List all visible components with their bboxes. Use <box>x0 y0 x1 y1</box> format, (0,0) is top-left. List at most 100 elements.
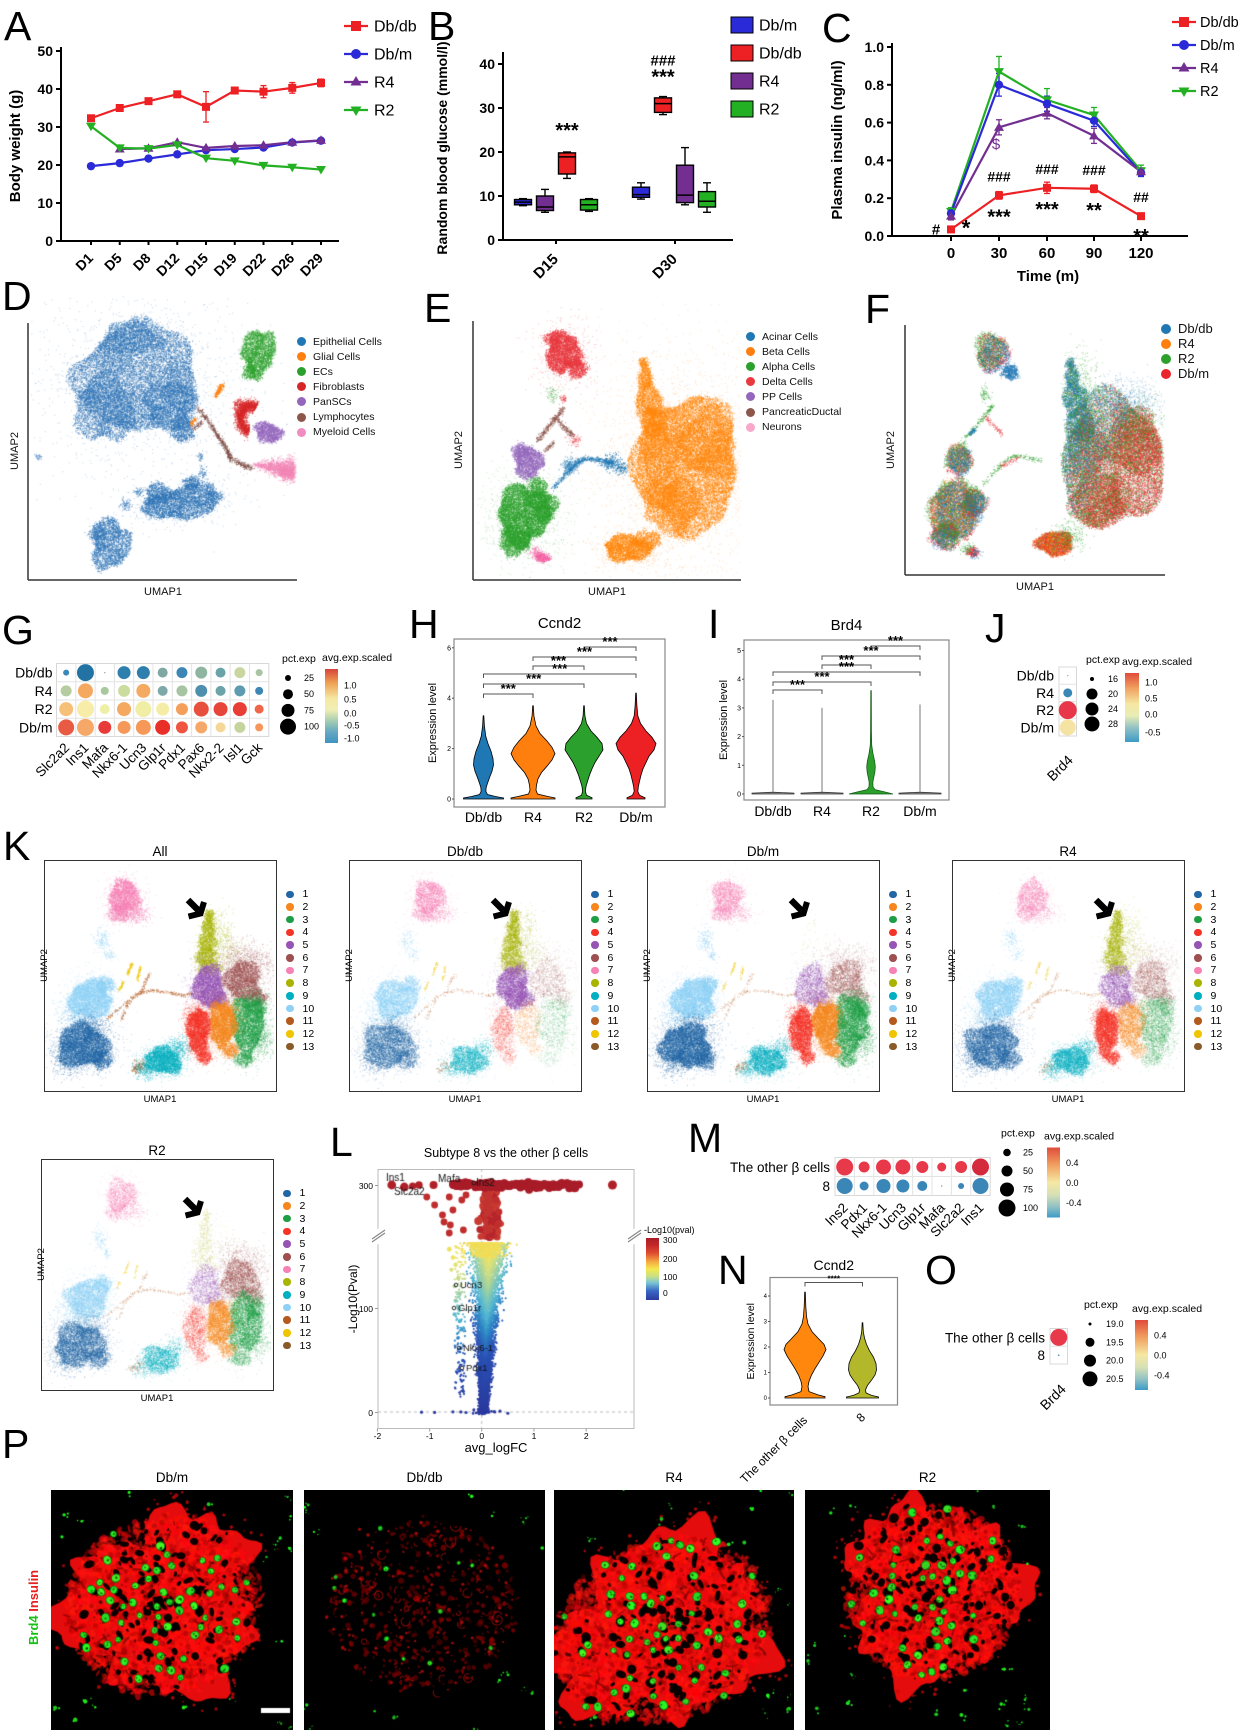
svg-text:0: 0 <box>479 1431 484 1441</box>
svg-text:***: *** <box>814 669 830 684</box>
svg-text:#: # <box>932 221 941 238</box>
svg-text:Db/db: Db/db <box>374 19 417 36</box>
svg-text:R4: R4 <box>759 74 780 91</box>
svg-text:R2: R2 <box>1036 702 1054 718</box>
svg-text:Db/m: Db/m <box>374 47 412 64</box>
svg-text:50: 50 <box>304 689 314 699</box>
svg-text:R4: R4 <box>1036 685 1054 701</box>
svg-text:0: 0 <box>947 245 955 262</box>
svg-text:5: 5 <box>737 648 741 655</box>
svg-text:3: 3 <box>737 705 741 712</box>
svg-text:90: 90 <box>1086 245 1103 262</box>
svg-text:Subtype 8 vs the other β cells: Subtype 8 vs the other β cells <box>424 1146 588 1160</box>
svg-text:R4: R4 <box>1200 61 1219 77</box>
svg-text:D30: D30 <box>649 251 680 282</box>
svg-text:##: ## <box>1133 189 1149 205</box>
svg-text:Db/db: Db/db <box>465 809 503 825</box>
svg-text:8: 8 <box>1037 1348 1045 1363</box>
svg-text:1.0: 1.0 <box>344 681 357 691</box>
svg-text:Db/m: Db/m <box>903 803 936 819</box>
svg-text:Brd4: Brd4 <box>831 617 863 634</box>
svg-text:25: 25 <box>304 673 314 683</box>
svg-text:Expression level: Expression level <box>745 1303 757 1379</box>
svg-text:***: *** <box>888 633 904 648</box>
svg-text:Db/db: Db/db <box>1200 15 1239 31</box>
svg-text:R2: R2 <box>374 103 395 120</box>
svg-text:28: 28 <box>1108 719 1118 729</box>
svg-text:100: 100 <box>359 1304 373 1314</box>
svg-text:pct.exp: pct.exp <box>1001 1128 1035 1140</box>
svg-text:0: 0 <box>737 792 741 799</box>
svg-text:***: *** <box>526 671 542 686</box>
svg-text:***: *** <box>577 644 593 659</box>
svg-text:**: ** <box>1086 200 1102 222</box>
svg-text:20: 20 <box>479 144 495 160</box>
svg-text:Db/db: Db/db <box>1017 668 1055 684</box>
svg-text:20: 20 <box>37 157 53 173</box>
svg-text:0: 0 <box>447 797 451 804</box>
svg-text:120: 120 <box>1128 245 1153 262</box>
svg-text:0.0: 0.0 <box>1145 710 1158 720</box>
svg-text:75: 75 <box>304 705 314 715</box>
svg-text:Brd4: Brd4 <box>1044 752 1076 784</box>
svg-text:UMAP2: UMAP2 <box>9 432 21 470</box>
svg-text:Db/db: Db/db <box>15 665 53 681</box>
svg-text:****: **** <box>828 1275 841 1284</box>
svg-text:0: 0 <box>45 233 53 249</box>
svg-text:0: 0 <box>663 1288 668 1298</box>
svg-text:24: 24 <box>1108 704 1118 714</box>
svg-text:0.0: 0.0 <box>865 228 885 244</box>
svg-text:19.5: 19.5 <box>1106 1337 1124 1347</box>
svg-text:Brd4 Insulin: Brd4 Insulin <box>26 1570 41 1645</box>
svg-text:Expression level: Expression level <box>718 680 730 760</box>
svg-text:avg.exp.scaled: avg.exp.scaled <box>1044 1131 1114 1143</box>
svg-text:Expression level: Expression level <box>427 683 439 763</box>
svg-text:-1.0: -1.0 <box>344 734 360 744</box>
svg-text:R4: R4 <box>35 683 53 699</box>
svg-text:1: 1 <box>532 1431 537 1441</box>
svg-text:$: $ <box>992 136 1001 153</box>
svg-text:0.5: 0.5 <box>1145 694 1158 704</box>
svg-text:R2: R2 <box>575 809 593 825</box>
svg-text:100: 100 <box>1023 1203 1038 1213</box>
svg-text:R4: R4 <box>813 803 831 819</box>
svg-text:UMAP1: UMAP1 <box>588 586 626 598</box>
svg-text:0.2: 0.2 <box>865 190 885 206</box>
svg-text:1.0: 1.0 <box>1145 678 1158 688</box>
svg-text:0: 0 <box>368 1408 373 1418</box>
svg-text:2: 2 <box>764 1345 768 1351</box>
svg-text:19.0: 19.0 <box>1106 1319 1124 1329</box>
svg-text:D12: D12 <box>153 250 183 280</box>
svg-text:D15: D15 <box>182 250 212 280</box>
svg-text:D19: D19 <box>210 250 240 280</box>
svg-text:2: 2 <box>737 734 741 741</box>
svg-text:6: 6 <box>447 645 451 652</box>
svg-text:###: ### <box>1035 161 1059 177</box>
svg-text:pct.exp: pct.exp <box>1086 654 1120 666</box>
svg-text:Gck: Gck <box>238 740 266 768</box>
svg-text:0.6: 0.6 <box>865 115 885 131</box>
svg-text:UMAP2: UMAP2 <box>453 431 465 469</box>
svg-text:0.0: 0.0 <box>1066 1178 1079 1188</box>
svg-text:60: 60 <box>1039 245 1056 262</box>
svg-text:0.4: 0.4 <box>865 152 885 168</box>
svg-text:2: 2 <box>584 1431 589 1441</box>
svg-text:40: 40 <box>479 56 495 72</box>
svg-text:Ins1: Ins1 <box>958 1200 987 1229</box>
svg-text:**: ** <box>1133 226 1149 248</box>
svg-text:20: 20 <box>1108 689 1118 699</box>
svg-text:***: *** <box>551 653 567 668</box>
svg-text:R4: R4 <box>524 809 542 825</box>
svg-text:0: 0 <box>487 232 495 248</box>
svg-text:***: *** <box>555 120 579 142</box>
svg-text:Ccnd2: Ccnd2 <box>814 1257 855 1273</box>
svg-text:avg.exp.scaled: avg.exp.scaled <box>1132 1303 1202 1315</box>
svg-text:0.0: 0.0 <box>1154 1351 1167 1361</box>
svg-text:###: ### <box>1082 162 1106 178</box>
svg-text:Time (m): Time (m) <box>1017 268 1079 285</box>
svg-text:R2: R2 <box>759 102 780 119</box>
svg-text:-Log10(pval): -Log10(pval) <box>644 1225 695 1235</box>
svg-text:20.5: 20.5 <box>1106 1374 1124 1384</box>
svg-text:UMAP1: UMAP1 <box>144 586 182 598</box>
svg-text:***: *** <box>552 661 568 676</box>
